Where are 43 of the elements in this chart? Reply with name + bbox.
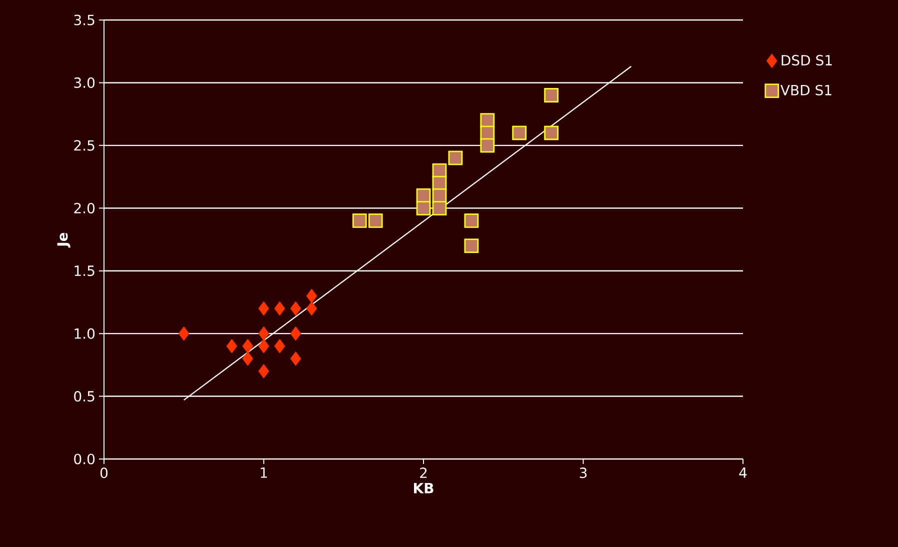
point <box>258 364 270 378</box>
point <box>448 150 463 166</box>
point <box>258 338 270 354</box>
y-tick-label: 1.5 <box>74 266 94 276</box>
point <box>274 301 286 316</box>
point <box>242 338 254 354</box>
x-axis-title: KB <box>414 482 434 494</box>
point <box>480 138 495 153</box>
point <box>464 238 479 253</box>
y-tick-label: 3.0 <box>74 77 95 88</box>
point <box>352 213 367 228</box>
point <box>432 200 447 216</box>
point <box>512 126 527 140</box>
point <box>416 200 431 216</box>
point <box>258 326 270 341</box>
legend-label: VBD S1 <box>780 84 832 96</box>
point <box>290 326 302 341</box>
point <box>544 126 558 140</box>
y-tick-label: 0.0 <box>74 454 95 464</box>
x-tick-label: 3 <box>580 468 587 478</box>
point <box>226 338 238 354</box>
y-tick-label: 0.5 <box>74 390 94 402</box>
y-tick-label: 1.0 <box>74 328 95 339</box>
x-tick-label: 1 <box>260 468 267 478</box>
legend-label: DSD S1 <box>782 54 832 66</box>
point <box>290 301 302 316</box>
point <box>258 301 270 316</box>
point <box>306 288 318 304</box>
x-tick-label: 4 <box>739 468 747 478</box>
y-tick-label: 2.0 <box>74 202 95 214</box>
y-axis-title: Je <box>57 232 70 248</box>
point <box>544 88 558 102</box>
point <box>368 213 383 228</box>
point <box>242 351 254 366</box>
point <box>178 326 190 341</box>
y-tick-label: 3.5 <box>74 14 94 26</box>
point <box>274 338 286 354</box>
x-tick-label: 2 <box>420 468 427 478</box>
point <box>290 351 302 366</box>
x-tick-label: 0 <box>100 468 108 478</box>
y-tick-label: 2.5 <box>74 140 94 151</box>
point <box>306 301 318 316</box>
point <box>464 213 479 228</box>
